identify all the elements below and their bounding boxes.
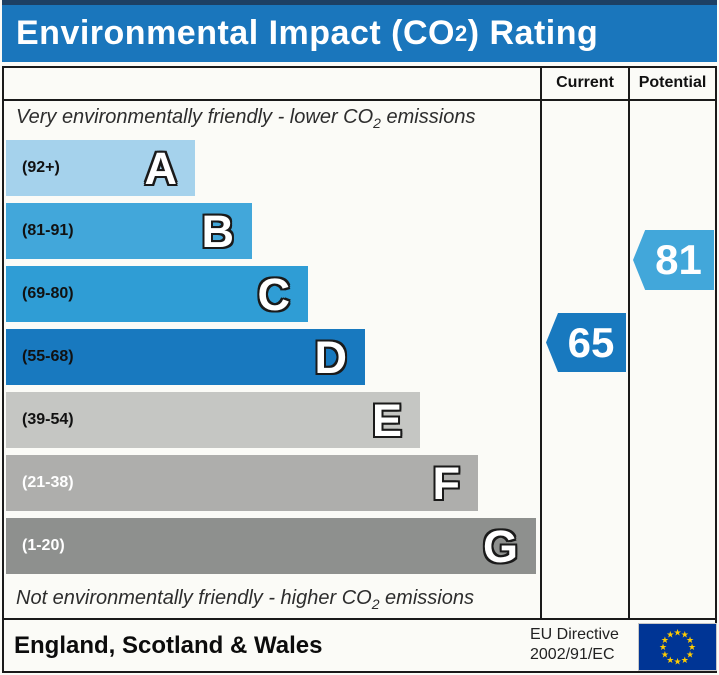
band-a-letter: A	[144, 142, 178, 194]
band-d-range: (55-68)	[22, 348, 74, 365]
eu-flag-field	[639, 624, 716, 670]
top-note-text: Very environmentally friendly - lower CO	[16, 106, 374, 128]
eu-flag-icon: ★ ★★★★★★★★★★★	[638, 623, 717, 671]
svg-text:★: ★	[688, 643, 696, 653]
band-c: (69-80) C	[6, 266, 308, 322]
bottom-note-text: Not environmentally friendly - higher CO	[16, 587, 372, 609]
bottom-note: Not environmentally friendly - higher CO…	[16, 587, 474, 612]
svg-text:★: ★	[686, 636, 694, 646]
band-f-range: (21-38)	[22, 474, 74, 491]
svg-text:★: ★	[659, 643, 667, 653]
eu-flag-stars: ★ ★★★★★★★★★★★	[659, 629, 696, 668]
band-a-range: (92+)	[22, 159, 60, 176]
band-b-letter: B	[201, 205, 235, 257]
svg-text:★: ★	[686, 650, 694, 660]
chart-title: Environmental Impact (CO 2) Rating	[2, 0, 717, 62]
chart-title-suffix: ) Rating	[467, 14, 599, 52]
band-d: (55-68) D	[6, 329, 365, 385]
band-f: (21-38) F	[6, 455, 478, 511]
svg-text:★: ★	[661, 636, 669, 646]
band-c-letter: C	[257, 268, 291, 320]
footer: England, Scotland & Wales EU Directive 2…	[2, 618, 717, 673]
bottom-note-suffix: emissions	[379, 587, 474, 609]
potential-rating-arrow: 81	[633, 230, 714, 290]
svg-text:★: ★	[666, 631, 674, 641]
potential-rating-value: 81	[655, 236, 702, 283]
band-e-letter: E	[371, 394, 402, 446]
svg-text:★: ★	[673, 629, 681, 639]
chart-title-text: Environmental Impact (CO	[16, 14, 455, 52]
band-e: (39-54) E	[6, 392, 420, 448]
band-c-range: (69-80)	[22, 285, 74, 302]
svg-text:★: ★	[661, 650, 669, 660]
header-divider	[4, 99, 715, 101]
current-column-header: Current	[556, 73, 614, 91]
potential-column-divider	[628, 68, 630, 618]
eu-directive-label: EU Directive 2002/91/EC	[530, 625, 619, 665]
top-note-suffix: emissions	[380, 106, 476, 128]
band-g-range: (1-20)	[22, 537, 65, 554]
svg-text:★: ★	[681, 656, 689, 666]
band-g-letter: G	[482, 520, 518, 572]
svg-text:★: ★	[681, 631, 689, 641]
svg-text:★: ★	[666, 656, 674, 666]
band-a: (92+) A	[6, 140, 195, 196]
band-b-range: (81-91)	[22, 222, 74, 239]
top-note-subscript: 2	[373, 115, 381, 131]
band-f-letter: F	[432, 457, 461, 509]
band-b: (81-91) B	[6, 203, 252, 259]
top-note: Very environmentally friendly - lower CO…	[16, 106, 476, 131]
eu-directive-line1: EU Directive	[530, 626, 619, 643]
footer-region-label: England, Scotland & Wales	[14, 631, 323, 659]
band-g: (1-20) G	[6, 518, 536, 574]
potential-column-header: Potential	[638, 73, 707, 91]
current-rating-arrow: 65	[546, 313, 626, 372]
svg-text:★: ★	[673, 658, 681, 668]
band-d-letter: D	[314, 331, 348, 383]
eu-directive-line2: 2002/91/EC	[530, 646, 615, 663]
bottom-note-subscript: 2	[371, 596, 380, 612]
current-rating-value: 65	[567, 318, 615, 366]
current-column-divider	[540, 68, 542, 618]
band-e-range: (39-54)	[22, 411, 74, 428]
